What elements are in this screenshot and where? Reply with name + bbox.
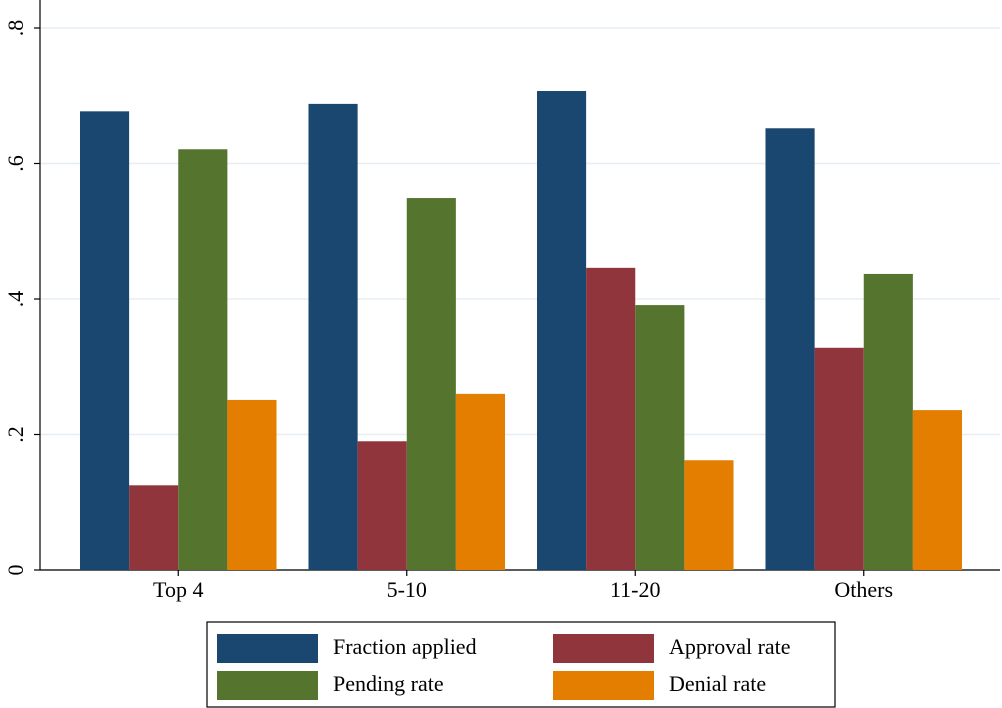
y-tick-label: .4	[3, 291, 28, 308]
bar	[79, 111, 130, 571]
bar	[814, 347, 864, 570]
bar	[586, 267, 636, 570]
bar	[536, 91, 587, 570]
x-tick-label: Top 4	[153, 577, 203, 602]
legend-label: Approval rate	[669, 634, 791, 659]
bar	[455, 393, 506, 570]
legend-swatch	[217, 671, 318, 700]
bar	[357, 441, 407, 570]
x-tick-label: 11-20	[610, 577, 661, 602]
legend-label: Pending rate	[333, 671, 444, 696]
legend-swatch	[553, 671, 654, 700]
bar	[227, 399, 277, 570]
bar	[863, 273, 913, 570]
legend-label: Fraction applied	[333, 634, 477, 659]
y-tick-label: .8	[3, 20, 28, 37]
bar	[765, 128, 815, 570]
y-tick-label: .6	[3, 155, 28, 172]
legend-swatch	[553, 634, 654, 663]
bar	[129, 485, 179, 570]
bar	[308, 103, 358, 570]
bar	[684, 460, 734, 570]
bar	[635, 305, 685, 570]
legend-label: Denial rate	[669, 671, 766, 696]
bar	[178, 149, 228, 570]
x-tick-label: 5-10	[387, 577, 427, 602]
legend-swatch	[217, 634, 318, 663]
y-tick-label: .2	[3, 426, 28, 443]
bar	[406, 198, 456, 571]
y-tick-label: 0	[3, 565, 28, 576]
bar	[912, 410, 963, 570]
x-tick-label: Others	[834, 577, 893, 602]
